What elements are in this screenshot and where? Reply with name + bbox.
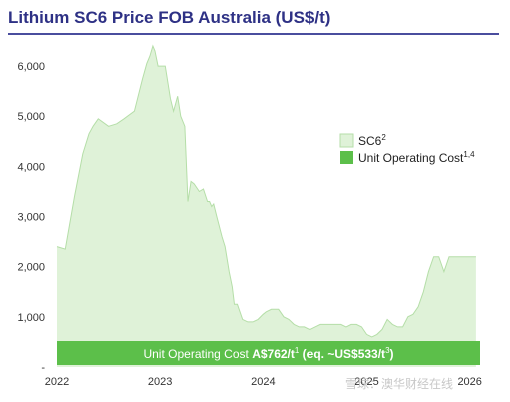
band-text-mid: (eq. ~US$533/t <box>299 347 385 361</box>
x-tick-label: 2022 <box>45 376 69 388</box>
cost-band <box>57 341 480 365</box>
title-divider <box>8 33 499 35</box>
legend-swatch-sc6 <box>339 133 354 148</box>
sc6-area <box>57 46 476 367</box>
x-tick-label: 2025 <box>354 376 378 388</box>
y-axis-ticks: - 1,000 2,000 3,000 4,000 5,000 6,000 <box>17 61 45 374</box>
cost-band-label: Unit Operating Cost A$762/t1 (eq. ~US$53… <box>143 346 393 361</box>
y-tick-label: 4,000 <box>17 161 45 173</box>
band-text-suffix: ) <box>390 347 394 361</box>
x-tick-label: 2023 <box>148 376 172 388</box>
legend-label-cost: Unit Operating Cost1,4 <box>358 150 475 165</box>
legend-label-sc6: SC62 <box>358 133 386 148</box>
legend-cost-text: Unit Operating Cost <box>358 151 464 165</box>
watermark: 雪球：澳华财经在线 <box>345 377 453 391</box>
y-tick-label: 2,000 <box>17 262 45 274</box>
band-sup-1: 1 <box>295 346 300 355</box>
chart-title: Lithium SC6 Price FOB Australia (US$/t) <box>8 8 331 27</box>
x-tick-label: 2026 <box>457 376 481 388</box>
y-tick-label: 1,000 <box>17 312 45 324</box>
legend-sc6-sup: 2 <box>381 133 386 142</box>
x-axis-ticks: 2022 2023 2024 2025 2026 <box>45 376 482 388</box>
sc6-line <box>56 44 476 338</box>
band-text-prefix: Unit Operating Cost <box>143 347 252 361</box>
band-text-bold: A$762/t <box>252 347 295 361</box>
sc6-area-layer <box>56 44 476 367</box>
y-tick-label: 3,000 <box>17 212 45 224</box>
legend-sc6-text: SC6 <box>358 134 382 148</box>
legend: SC62 Unit Operating Cost1,4 <box>339 133 475 165</box>
band-sup-2: 3 <box>385 346 390 355</box>
x-tick-label: 2024 <box>251 376 275 388</box>
y-tick-label: 6,000 <box>17 61 45 73</box>
y-tick-label: - <box>41 362 45 374</box>
legend-swatch-cost <box>340 151 353 164</box>
legend-cost-sup: 1,4 <box>463 150 475 159</box>
y-tick-label: 5,000 <box>17 111 45 123</box>
